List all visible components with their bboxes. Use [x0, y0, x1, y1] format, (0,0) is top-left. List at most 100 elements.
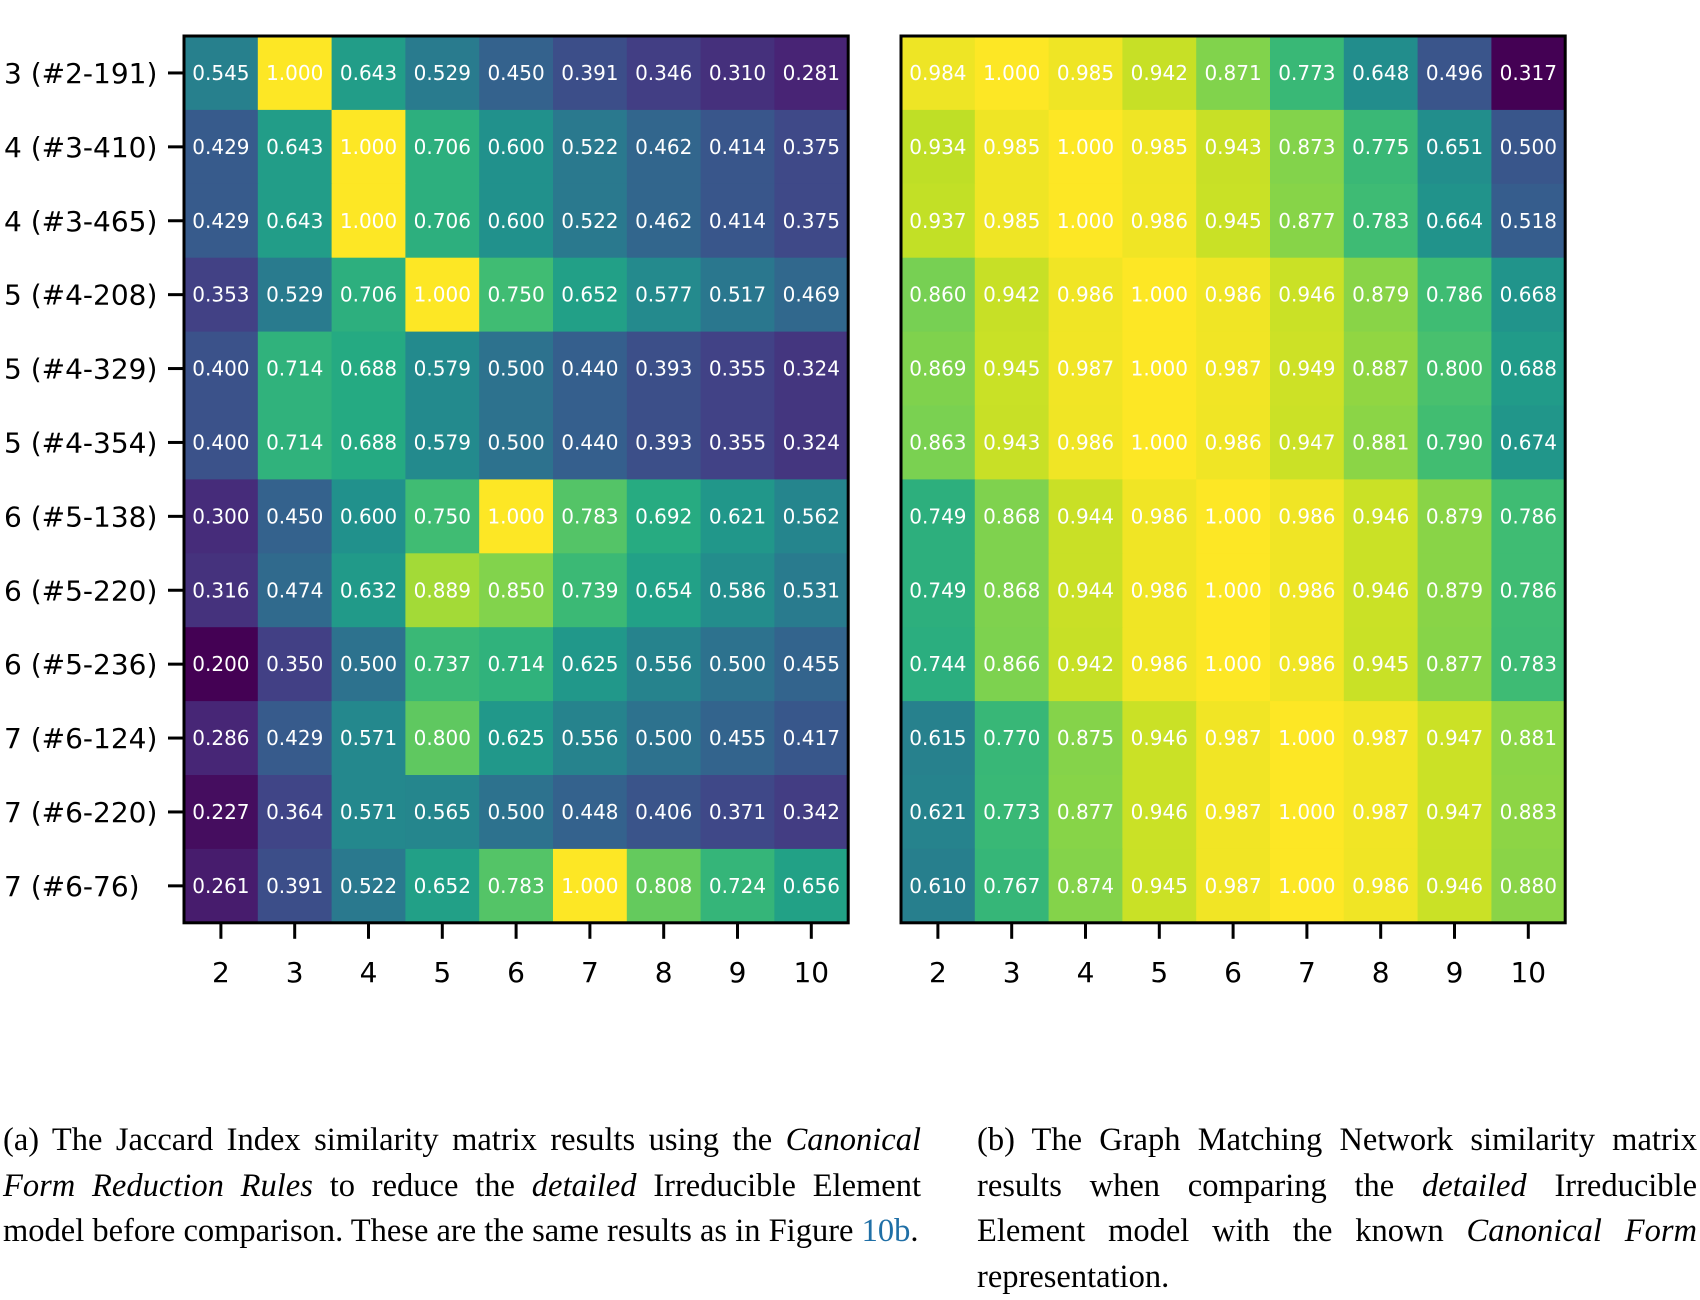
cell-value-a-r9-c1: 0.429: [266, 726, 323, 750]
cell-value-b-r9-c8: 0.881: [1500, 726, 1557, 750]
cell-value-a-r11-c2: 0.522: [340, 874, 397, 898]
cell-value-b-r8-c2: 0.942: [1057, 652, 1114, 676]
heatmap-cell-a-r0-c8: [774, 36, 849, 111]
heatmap-cell-a-r4-c6: [626, 331, 702, 407]
heatmap-cell-b-r9-c4: [1196, 701, 1271, 776]
x-tick-label-a-7: 9: [729, 956, 747, 989]
heatmap-cell-b-r6-c7: [1417, 479, 1492, 554]
cell-value-b-r5-c4: 0.986: [1204, 430, 1261, 454]
cell-value-b-r6-c7: 0.879: [1426, 504, 1483, 528]
heatmap-cell-a-r3-c7: [700, 257, 775, 333]
cell-value-b-r11-c7: 0.946: [1426, 874, 1483, 898]
cell-value-b-r9-c3: 0.946: [1131, 726, 1188, 750]
heatmap-cell-b-r10-c3: [1122, 775, 1197, 850]
caption-a-text-2: to reduce the: [312, 1167, 532, 1204]
cell-value-b-r4-c0: 0.869: [909, 357, 966, 381]
heatmap-cell-a-r9-c4: [479, 701, 554, 776]
heatmap-cell-b-r3-c6: [1343, 257, 1419, 333]
cell-value-a-r1-c2: 1.000: [340, 135, 397, 159]
x-tick-label-b-8: 10: [1510, 956, 1546, 989]
cell-value-a-r6-c8: 0.562: [783, 504, 840, 528]
heatmap-cell-b-r6-c8: [1491, 479, 1566, 554]
heatmap-cell-a-r1-c1: [257, 109, 333, 185]
heatmap-cell-a-r10-c2: [331, 775, 406, 850]
cell-value-b-r6-c6: 0.946: [1352, 504, 1409, 528]
cell-value-a-r1-c8: 0.375: [783, 135, 840, 159]
heatmap-cell-a-r0-c1: [257, 36, 333, 111]
heatmap-cell-a-r9-c1: [257, 701, 333, 776]
cell-value-a-r4-c1: 0.714: [266, 357, 323, 381]
cell-value-a-r8-c5: 0.625: [561, 652, 618, 676]
cell-value-a-r4-c2: 0.688: [340, 357, 397, 381]
cell-value-b-r4-c8: 0.688: [1500, 357, 1557, 381]
heatmap-cell-b-r0-c4: [1196, 36, 1271, 111]
heatmap-panel-b: 0.984 1.000 0.985 0.942 0.871 0.773 0.648 0.496…: [899, 34, 1567, 989]
y-tick-label-a-10: 7 (#6-220): [4, 796, 157, 829]
heatmap-cell-b-r0-c8: [1491, 36, 1566, 111]
cell-value-b-r7-c0: 0.749: [909, 578, 966, 602]
x-tick-label-a-2: 4: [360, 956, 378, 989]
cell-value-a-r5-c4: 0.500: [487, 430, 544, 454]
heatmap-cell-a-r3-c8: [774, 257, 849, 333]
heatmap-cell-a-r3-c0: [184, 257, 259, 333]
cell-value-b-r6-c2: 0.944: [1057, 504, 1114, 528]
cell-value-b-r3-c3: 1.000: [1131, 283, 1188, 307]
cell-value-a-r9-c4: 0.625: [487, 726, 544, 750]
heatmap-cell-b-r0-c1: [974, 36, 1050, 111]
heatmap-cell-b-r6-c6: [1343, 479, 1419, 554]
x-tick-label-b-1: 3: [1003, 956, 1021, 989]
cell-value-b-r11-c2: 0.874: [1057, 874, 1114, 898]
heatmap-cell-a-r9-c5: [553, 701, 628, 776]
cell-value-a-r2-c2: 1.000: [340, 209, 397, 233]
cell-value-a-r8-c7: 0.500: [709, 652, 766, 676]
cell-value-a-r3-c3: 1.000: [414, 283, 471, 307]
heatmap-cell-b-r11-c5: [1270, 848, 1345, 924]
heatmap-cell-a-r10-c5: [553, 775, 628, 850]
heatmap-cell-b-r9-c1: [974, 701, 1050, 776]
heatmap-cell-b-r9-c5: [1270, 701, 1345, 776]
caption-a-emphasis-2: detailed: [531, 1167, 637, 1204]
heatmap-cell-b-r5-c3: [1122, 405, 1197, 480]
cell-value-b-r2-c5: 0.877: [1278, 209, 1335, 233]
cell-value-b-r2-c4: 0.945: [1204, 209, 1261, 233]
cell-value-b-r7-c7: 0.879: [1426, 578, 1483, 602]
heatmap-cell-a-r0-c4: [479, 36, 554, 111]
figure-reference-link[interactable]: 10b: [861, 1213, 911, 1249]
cell-value-b-r0-c3: 0.942: [1131, 61, 1188, 85]
heatmap-figure: 0.545 1.000 0.643 0.529 0.450 0.391 0.346 0.310…: [4, 34, 1567, 989]
cell-value-b-r9-c5: 1.000: [1278, 726, 1335, 750]
cell-value-a-r0-c4: 0.450: [487, 61, 544, 85]
heatmap-cell-a-r10-c1: [257, 775, 333, 850]
cell-value-a-r6-c7: 0.621: [709, 504, 766, 528]
cell-value-b-r0-c5: 0.773: [1278, 61, 1335, 85]
cell-value-a-r8-c6: 0.556: [635, 652, 692, 676]
heatmap-frame-a: [182, 34, 850, 925]
cell-value-b-r5-c5: 0.947: [1278, 430, 1335, 454]
cell-value-b-r6-c0: 0.749: [909, 504, 966, 528]
cell-value-a-r1-c6: 0.462: [635, 135, 692, 159]
heatmap-cell-a-r9-c8: [774, 701, 849, 776]
cell-value-a-r0-c0: 0.545: [192, 61, 249, 85]
heatmap-cell-b-r9-c0: [901, 701, 976, 776]
heatmap-cell-b-r1-c4: [1196, 109, 1271, 185]
heatmap-cell-b-r11-c2: [1048, 848, 1123, 924]
cell-value-b-r11-c5: 1.000: [1278, 874, 1335, 898]
heatmap-cell-b-r4-c3: [1122, 331, 1197, 407]
x-tick-label-b-4: 6: [1224, 956, 1242, 989]
y-tick-label-a-7: 6 (#5-220): [4, 574, 157, 607]
cell-value-b-r2-c8: 0.518: [1500, 209, 1557, 233]
cell-value-b-r1-c3: 0.985: [1131, 135, 1188, 159]
heatmap-cell-b-r7-c6: [1343, 553, 1419, 628]
cell-value-b-r3-c7: 0.786: [1426, 283, 1483, 307]
cell-value-a-r7-c6: 0.654: [635, 578, 692, 602]
heatmap-cell-b-r1-c3: [1122, 109, 1197, 185]
y-tick-label-a-0: 3 (#2-191): [4, 57, 157, 90]
heatmap-cell-a-r7-c1: [257, 553, 333, 628]
heatmap-cell-b-r7-c2: [1048, 553, 1123, 628]
cell-value-a-r8-c8: 0.455: [783, 652, 840, 676]
heatmap-cell-b-r10-c7: [1417, 775, 1492, 850]
heatmap-cell-b-r3-c8: [1491, 257, 1566, 333]
caption-a-label: (a): [3, 1122, 40, 1158]
cell-value-b-r4-c4: 0.987: [1204, 357, 1261, 381]
cell-value-b-r8-c5: 0.986: [1278, 652, 1335, 676]
